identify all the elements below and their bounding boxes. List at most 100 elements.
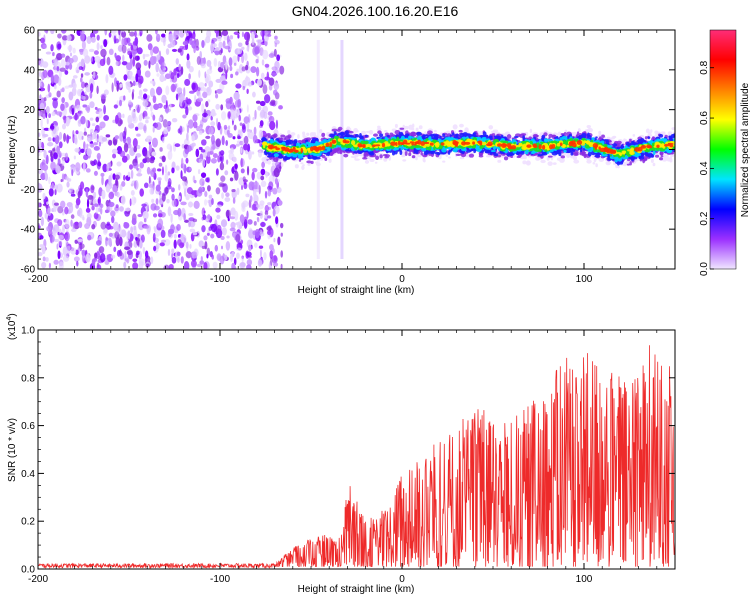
noise-cell (129, 31, 135, 37)
noise-cell (40, 216, 44, 227)
noise-cell (204, 82, 207, 87)
noise-cell (60, 178, 63, 183)
noise-cell (38, 252, 43, 257)
noise-cell (238, 114, 242, 122)
signal-cell (503, 156, 509, 161)
noise-cell (121, 37, 125, 47)
noise-cell (60, 30, 67, 34)
noise-cell (255, 59, 259, 64)
noise-cell (53, 238, 60, 243)
noise-cell (54, 184, 58, 190)
noise-cell (179, 125, 183, 135)
signal-cell (311, 132, 316, 135)
noise-cell (267, 185, 273, 191)
signal-cell (573, 150, 579, 156)
noise-cell (197, 169, 201, 175)
noise-cell (74, 147, 80, 153)
noise-cell (214, 30, 220, 34)
noise-cell (56, 66, 60, 72)
noise-cell (220, 74, 227, 82)
noise-cell (136, 145, 141, 150)
signal-cell (485, 134, 489, 138)
noise-cell (228, 215, 232, 219)
noise-cell (57, 234, 64, 241)
signal-cell (288, 139, 294, 145)
noise-cell (93, 50, 99, 55)
signal-cell (364, 134, 368, 137)
noise-cell (123, 174, 126, 181)
noise-cell (71, 107, 75, 116)
noise-cell (169, 103, 172, 109)
noise-cell (269, 244, 274, 251)
noise-cell (45, 105, 50, 114)
noise-cell (221, 245, 224, 250)
noise-cell (191, 142, 196, 147)
noise-cell (98, 141, 102, 147)
noise-cell (203, 235, 208, 241)
noise-cell (194, 94, 197, 103)
noise-cell (65, 61, 70, 66)
noise-cell (127, 171, 131, 178)
noise-cell (185, 157, 189, 164)
signal-cell (626, 163, 631, 166)
signal-cell (598, 157, 605, 162)
noise-cell (219, 156, 223, 161)
noise-cell (241, 255, 244, 263)
noise-cell (180, 30, 186, 33)
noise-cell (150, 48, 154, 56)
noise-cell (42, 256, 46, 262)
noise-cell (100, 45, 103, 50)
noise-cell (108, 191, 115, 200)
noise-cell (174, 83, 178, 89)
noise-cell (113, 104, 118, 109)
noise-cell (243, 52, 248, 61)
noise-cell (248, 149, 252, 160)
noise-cell (188, 90, 195, 94)
signal-cell (581, 132, 587, 138)
noise-cell (234, 170, 239, 181)
noise-cell (274, 177, 279, 185)
noise-cell (274, 35, 278, 40)
noise-cell (41, 245, 46, 255)
noise-cell (275, 161, 280, 169)
noise-cell (155, 122, 162, 130)
signal-cell (632, 133, 636, 137)
signal-cell (411, 127, 415, 131)
noise-cell (246, 165, 250, 176)
noise-cell (211, 198, 214, 206)
noise-cell (136, 250, 140, 256)
noise-cell (246, 32, 250, 43)
noise-cell (280, 250, 284, 258)
noise-cell (81, 40, 86, 50)
noise-cell (204, 241, 208, 250)
noise-cell (96, 34, 100, 41)
noise-cell (280, 263, 283, 269)
signal-cell (344, 130, 349, 135)
noise-cell (95, 205, 99, 214)
noise-cell (63, 115, 67, 124)
noise-cell (255, 137, 258, 144)
signal-cell (297, 139, 303, 144)
noise-cell (42, 61, 49, 68)
noise-cell (173, 239, 177, 249)
noise-cell (86, 104, 91, 113)
noise-cell (263, 252, 267, 261)
noise-cell (161, 94, 167, 104)
noise-cell (273, 167, 280, 178)
noise-cell (161, 166, 164, 176)
signal-cell (617, 165, 620, 169)
noise-cell (170, 224, 175, 232)
noise-cell (66, 245, 71, 252)
noise-cell (111, 82, 114, 93)
noise-cell (38, 209, 43, 218)
noise-cell (246, 104, 249, 113)
noise-cell (260, 180, 267, 188)
signal-cell (464, 127, 469, 133)
noise-cell (38, 87, 46, 92)
noise-cell (165, 85, 170, 96)
noise-cell (264, 76, 271, 81)
noise-cell (130, 183, 134, 187)
noise-cell (215, 138, 221, 148)
noise-cell (80, 94, 84, 100)
noise-cell (70, 193, 76, 197)
